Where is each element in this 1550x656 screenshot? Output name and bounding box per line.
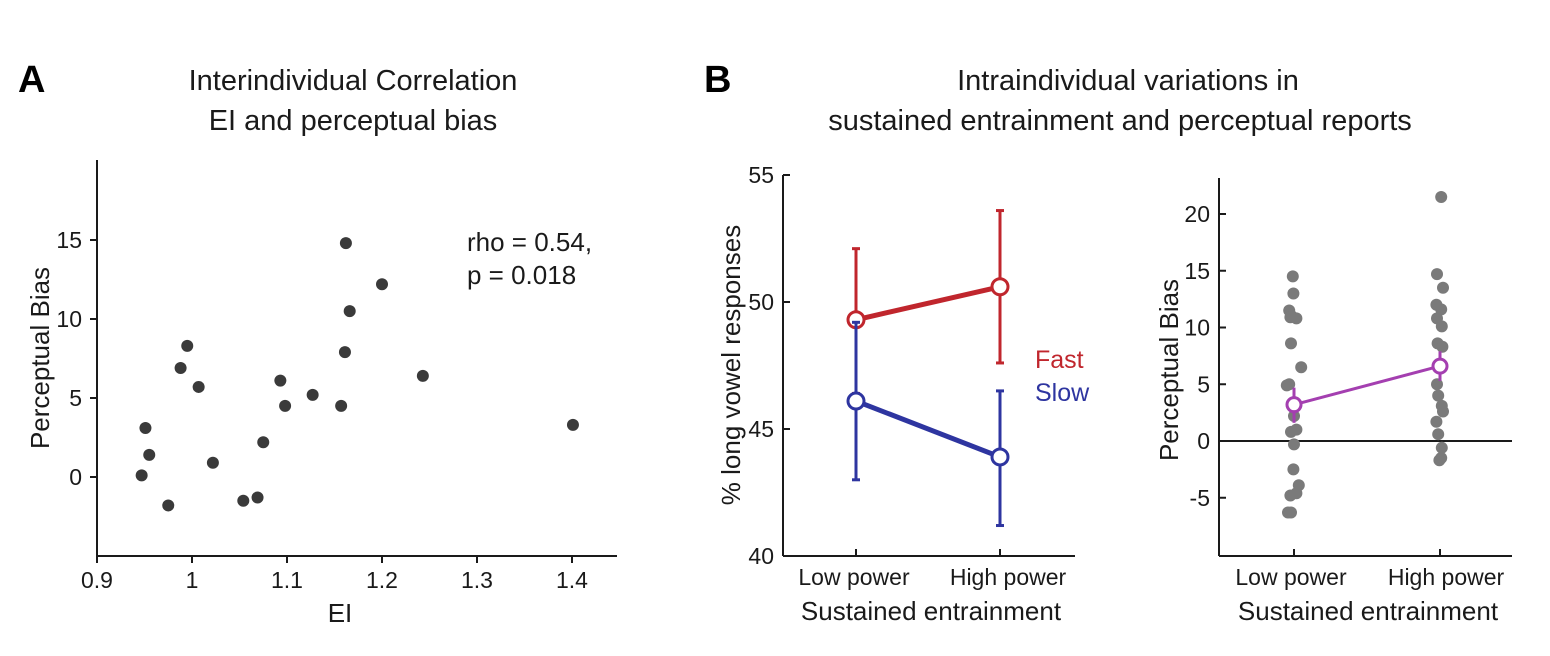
x-tick-label: 1.4: [556, 567, 588, 593]
data-point: [335, 399, 348, 412]
panel-b-right-chart: -5 0 5 10 15 20 Low power High power Sustained …: [1154, 178, 1512, 626]
panel-a-xlabel: EI: [328, 598, 353, 628]
panel-letter-a: A: [18, 59, 45, 101]
panel-a-ylabel: Perceptual Bias: [25, 267, 55, 449]
y-tick-label: 10: [1184, 315, 1210, 341]
individual-point: [1283, 378, 1296, 391]
legend-slow: Slow: [1035, 379, 1090, 407]
panel-a-chart: 0.9 1 1.1 1.2 1.3 1.4 0 5 10 15 EI Perceptual Bi…: [25, 160, 617, 628]
data-point: [181, 339, 194, 352]
data-point: [135, 469, 148, 482]
individual-point: [1288, 438, 1300, 451]
individual-point: [1435, 441, 1448, 454]
individual-point: [1287, 463, 1300, 476]
data-point: [376, 278, 388, 291]
mean-line: [1293, 364, 1441, 407]
data-point: [338, 346, 351, 359]
individual-point: [1287, 287, 1300, 300]
panel-b-right-ylabel: Perceptual Bias: [1154, 279, 1184, 461]
data-point: [206, 456, 219, 469]
panel-b-title-line2: sustained entrainment and perceptual rep…: [828, 105, 1412, 137]
data-point: [274, 374, 287, 387]
x-tick-label: Low power: [1235, 564, 1347, 590]
series-marker: [846, 391, 866, 411]
individual-point: [1284, 311, 1297, 324]
panel-b-left-xlabel: Sustained entrainment: [801, 596, 1062, 626]
individual-point: [1285, 425, 1297, 438]
data-point: [143, 448, 156, 461]
series-marker: [990, 277, 1010, 297]
individual-point: [1436, 340, 1449, 353]
data-point: [306, 388, 319, 401]
x-tick-label: 0.9: [81, 567, 113, 593]
individual-point: [1435, 190, 1448, 203]
individual-point: [1430, 415, 1443, 428]
series-marker: [990, 447, 1010, 467]
series-line: [855, 284, 1001, 323]
data-point: [279, 399, 292, 412]
data-point: [339, 237, 352, 250]
y-tick-label: 0: [1197, 428, 1210, 454]
y-tick-label: 40: [748, 543, 774, 569]
panel-letter-b: B: [704, 59, 731, 101]
individual-point: [1295, 361, 1308, 374]
panel-b-title-line1: Intraindividual variations in: [957, 65, 1299, 97]
x-tick-label: Low power: [798, 564, 910, 590]
mean-marker: [1285, 396, 1303, 414]
individual-point: [1431, 378, 1443, 391]
y-tick-label: 5: [1197, 371, 1210, 397]
panel-b-left-chart: 40 45 50 55 Low power High power Sustained en…: [716, 162, 1090, 626]
y-tick-label: 45: [748, 416, 774, 442]
individual-point: [1285, 337, 1297, 350]
y-tick-label: 10: [56, 306, 82, 332]
individual-point: [1284, 489, 1297, 502]
x-tick-label: High power: [1388, 564, 1505, 590]
y-tick-label: 55: [748, 162, 774, 188]
data-point: [174, 361, 187, 374]
individual-point: [1432, 428, 1445, 441]
individual-point: [1435, 320, 1448, 333]
y-tick-label: 5: [69, 385, 82, 411]
individual-point: [1286, 270, 1299, 283]
x-tick-label: High power: [950, 564, 1067, 590]
mean-marker: [1431, 357, 1449, 375]
x-tick-label: 1: [186, 567, 199, 593]
y-tick-label: 15: [1184, 258, 1210, 284]
individual-point: [1431, 268, 1443, 281]
data-point: [192, 380, 205, 393]
data-point: [251, 491, 264, 504]
data-point: [237, 494, 250, 507]
individual-point: [1435, 303, 1448, 316]
individual-point: [1433, 454, 1446, 467]
legend-fast: Fast: [1035, 346, 1084, 374]
data-point: [139, 422, 152, 435]
individual-point: [1432, 389, 1445, 402]
y-tick-label: 15: [56, 227, 82, 253]
data-point: [566, 418, 579, 431]
individual-point: [1437, 405, 1449, 418]
data-point: [162, 499, 175, 512]
panel-b-left-ylabel: % long vowel responses: [716, 225, 746, 505]
x-tick-label: 1.1: [271, 567, 303, 593]
panel-a-title-line1: Interindividual Correlation: [189, 65, 518, 97]
x-tick-label: 1.3: [461, 567, 493, 593]
y-tick-label: -5: [1190, 485, 1210, 511]
individual-point: [1437, 281, 1449, 294]
y-tick-label: 50: [748, 289, 774, 315]
series-line: [855, 398, 1001, 460]
panel-a-title-line2: EI and perceptual bias: [209, 105, 498, 137]
panel-a-annotation-rho: rho = 0.54,: [467, 227, 592, 257]
y-tick-label: 20: [1184, 201, 1210, 227]
data-point: [257, 436, 270, 449]
x-tick-label: 1.2: [366, 567, 398, 593]
individual-point: [1285, 506, 1297, 519]
y-tick-label: 0: [69, 464, 82, 490]
data-point: [416, 369, 429, 382]
data-point: [343, 305, 356, 318]
panel-a-annotation-p: p = 0.018: [467, 260, 576, 290]
panel-b-right-xlabel: Sustained entrainment: [1238, 596, 1499, 626]
